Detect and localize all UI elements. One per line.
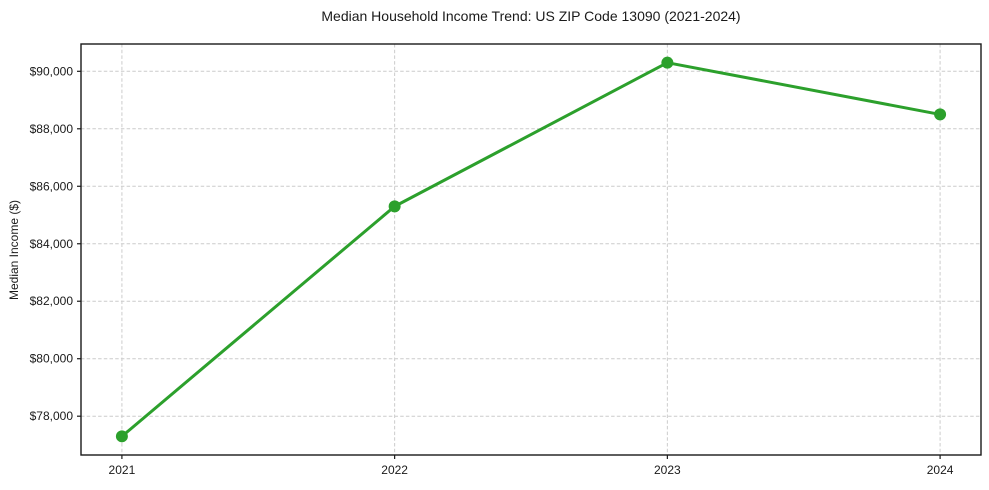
y-tick-label: $82,000 xyxy=(30,294,74,308)
y-tick-label: $88,000 xyxy=(30,122,74,136)
data-point-marker xyxy=(934,108,947,121)
y-tick-label: $84,000 xyxy=(30,237,74,251)
data-point-marker xyxy=(661,56,674,69)
y-tick-label: $90,000 xyxy=(30,64,74,78)
x-tick-label: 2022 xyxy=(381,463,408,477)
y-tick-label: $86,000 xyxy=(30,179,74,193)
y-tick-label: $80,000 xyxy=(30,352,74,366)
x-tick-label: 2021 xyxy=(109,463,136,477)
x-tick-label: 2023 xyxy=(654,463,681,477)
data-point-marker xyxy=(388,200,401,213)
plot-border xyxy=(80,43,982,456)
y-tick-label: $78,000 xyxy=(30,409,74,423)
chart-title: Median Household Income Trend: US ZIP Co… xyxy=(321,8,741,24)
x-tick-label: 2024 xyxy=(927,463,954,477)
data-point-marker xyxy=(115,430,128,443)
trend-line xyxy=(120,61,942,438)
